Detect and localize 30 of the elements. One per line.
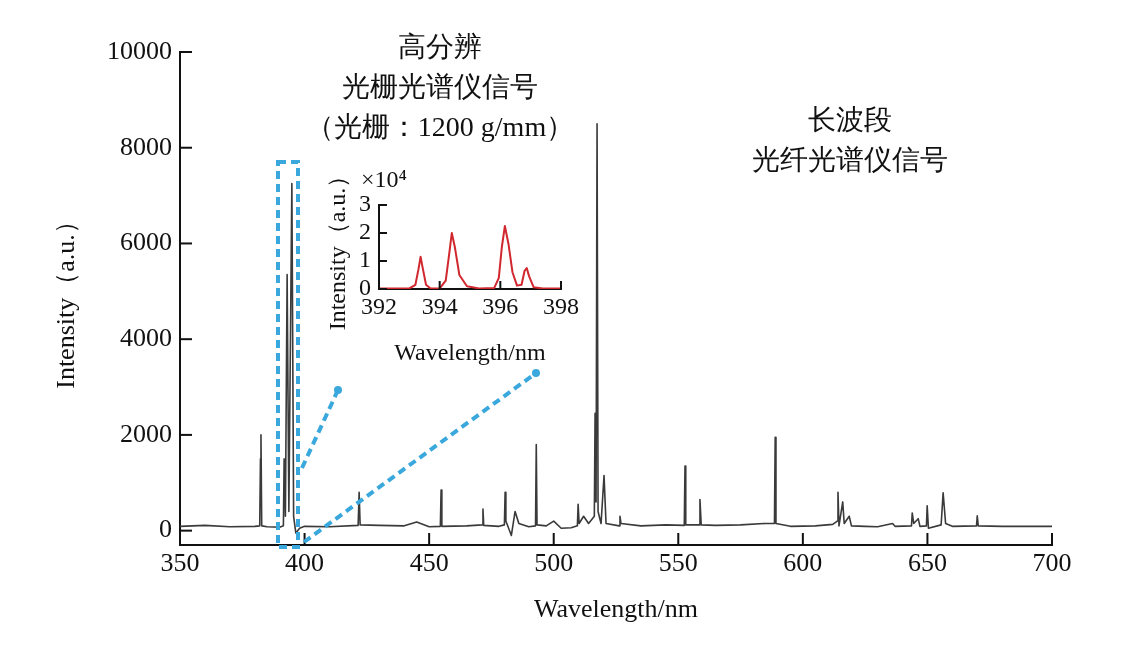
x-tick-label: 394 xyxy=(421,292,458,319)
y-axis-title: Intensity（a.u.） xyxy=(51,208,81,389)
x-tick-label: 700 xyxy=(1032,548,1072,578)
y-tick-label: 6000 xyxy=(120,227,172,257)
annotation: 长波段 xyxy=(807,103,893,137)
y-tick-label: 0 xyxy=(159,514,172,544)
annotation: （光栅：1200 g/mm） xyxy=(304,110,576,144)
x-tick-label: 400 xyxy=(285,548,325,578)
annotation: ×10⁴ xyxy=(361,166,407,193)
y-tick-label: 8000 xyxy=(120,131,172,161)
x-axis-title: Wavelength/nm xyxy=(534,594,698,624)
y-tick-label: 1 xyxy=(359,246,371,273)
annotation: 光纤光谱仪信号 xyxy=(751,143,949,177)
x-tick-label: 398 xyxy=(543,292,579,319)
x-tick-label: 450 xyxy=(409,548,449,578)
annotation: 高分辨 xyxy=(397,30,483,64)
y-tick-label: 2 xyxy=(359,218,371,245)
x-tick-label: 396 xyxy=(482,292,519,319)
x-tick-label: 500 xyxy=(534,548,574,578)
y-tick-label: 10000 xyxy=(107,35,172,65)
annotation: 光栅光谱仪信号 xyxy=(341,70,539,104)
y-axis-title: Intensity（a.u.） xyxy=(323,163,350,331)
y-tick-label: 2000 xyxy=(120,418,172,448)
x-tick-label: 600 xyxy=(783,548,823,578)
y-tick-label: 4000 xyxy=(120,323,172,353)
x-tick-label: 350 xyxy=(160,548,200,578)
x-tick-label: 550 xyxy=(658,548,698,578)
x-tick-label: 650 xyxy=(907,548,947,578)
y-tick-label: 3 xyxy=(359,190,371,217)
x-axis-title: Wavelength/nm xyxy=(394,338,547,365)
